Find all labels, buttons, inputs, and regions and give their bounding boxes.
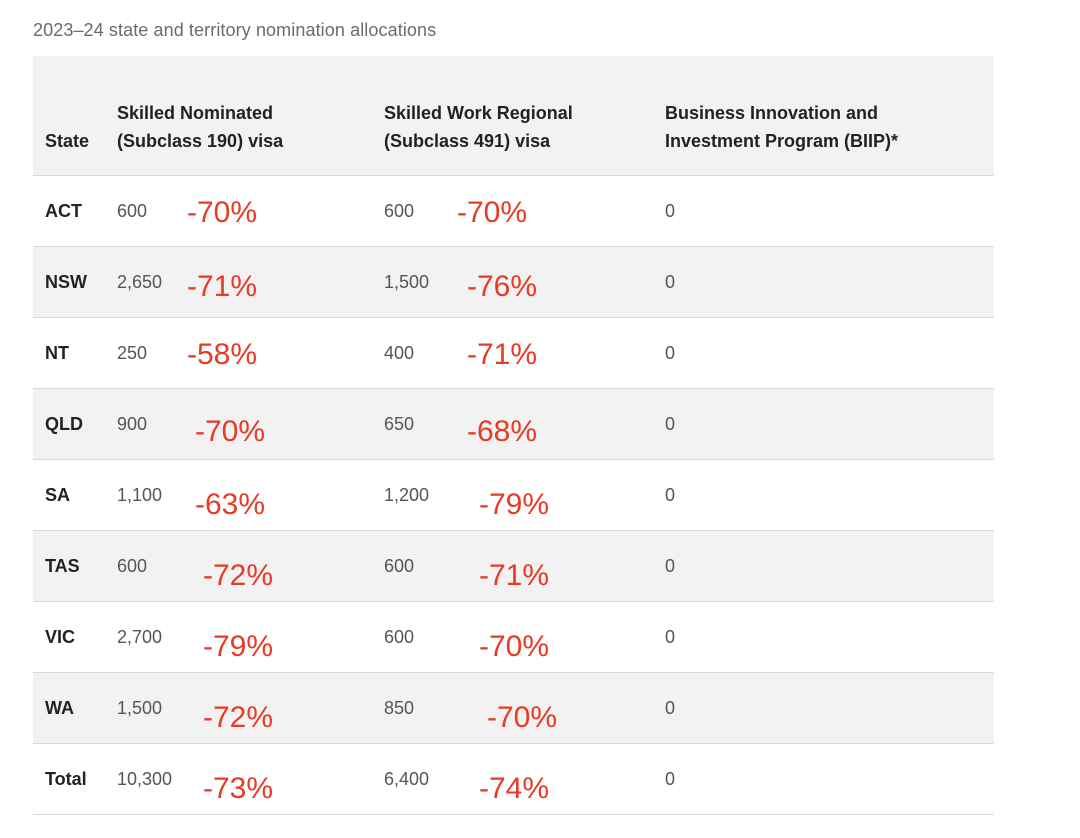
table-row: WA 1,500 -72% 850 -70% 0 xyxy=(33,673,994,744)
state-cell: WA xyxy=(45,698,74,718)
allocations-table: State Skilled Nominated (Subclass 190) v… xyxy=(33,56,994,815)
table-caption: 2023–24 state and territory nomination a… xyxy=(33,20,437,40)
subclass-190-change: -72% xyxy=(203,559,274,592)
subclass-491-change: -70% xyxy=(457,196,528,229)
header-biip-line2: Investment Program (BIIP)* xyxy=(665,131,899,151)
subclass-190-cell: 10,300 xyxy=(117,769,173,789)
subclass-190-cell: 900 xyxy=(117,414,148,434)
subclass-491-cell: 1,200 xyxy=(384,485,430,505)
subclass-491-change: -79% xyxy=(479,488,550,521)
subclass-491-change: -70% xyxy=(479,630,550,663)
header-subclass-491-line2: (Subclass 491) visa xyxy=(384,131,551,151)
subclass-190-change: -71% xyxy=(187,270,258,303)
subclass-190-cell: 600 xyxy=(117,201,148,221)
table-row: NT 250 -58% 400 -71% 0 xyxy=(33,318,994,389)
table-row: ACT 600 -70% 600 -70% 0 xyxy=(33,176,994,247)
subclass-190-change: -70% xyxy=(195,415,266,448)
biip-cell: 0 xyxy=(665,272,676,292)
subclass-190-change: -72% xyxy=(203,701,274,734)
table-row: SA 1,100 -63% 1,200 -79% 0 xyxy=(33,460,994,531)
subclass-491-change: -71% xyxy=(467,338,538,371)
header-subclass-491: Skilled Work Regional (Subclass 491) vis… xyxy=(384,99,573,155)
subclass-190-cell: 250 xyxy=(117,343,148,363)
biip-cell: 0 xyxy=(665,769,676,789)
subclass-190-change: -63% xyxy=(195,488,266,521)
subclass-190-change: -70% xyxy=(187,196,258,229)
header-state: State xyxy=(45,131,90,151)
subclass-491-cell: 650 xyxy=(384,414,415,434)
subclass-491-change: -76% xyxy=(467,270,538,303)
header-subclass-190-line2: (Subclass 190) visa xyxy=(117,131,284,151)
table-row-total: Total 10,300 -73% 6,400 -74% 0 xyxy=(33,744,994,815)
state-cell: QLD xyxy=(45,414,83,434)
state-cell: TAS xyxy=(45,556,80,576)
subclass-190-cell: 2,650 xyxy=(117,272,163,292)
subclass-190-change: -73% xyxy=(203,772,274,805)
table-row: NSW 2,650 -71% 1,500 -76% 0 xyxy=(33,247,994,318)
subclass-491-cell: 600 xyxy=(384,627,415,647)
subclass-491-cell: 600 xyxy=(384,201,415,221)
header-subclass-190-line1: Skilled Nominated xyxy=(117,103,274,123)
table-row: QLD 900 -70% 650 -68% 0 xyxy=(33,389,994,460)
subclass-491-cell: 850 xyxy=(384,698,415,718)
subclass-491-change: -68% xyxy=(467,415,538,448)
subclass-491-change: -70% xyxy=(487,701,558,734)
subclass-190-cell: 2,700 xyxy=(117,627,163,647)
subclass-491-cell: 600 xyxy=(384,556,415,576)
subclass-190-cell: 600 xyxy=(117,556,148,576)
biip-cell: 0 xyxy=(665,556,676,576)
state-cell: VIC xyxy=(45,627,76,647)
subclass-190-change: -79% xyxy=(203,630,274,663)
subclass-190-change: -58% xyxy=(187,338,258,371)
subclass-491-cell: 400 xyxy=(384,343,415,363)
header-biip: Business Innovation and Investment Progr… xyxy=(665,99,898,155)
state-cell: NSW xyxy=(45,272,87,292)
subclass-190-cell: 1,500 xyxy=(117,698,163,718)
subclass-190-cell: 1,100 xyxy=(117,485,163,505)
biip-cell: 0 xyxy=(665,414,676,434)
header-biip-line1: Business Innovation and xyxy=(665,103,879,123)
biip-cell: 0 xyxy=(665,485,676,505)
biip-cell: 0 xyxy=(665,201,676,221)
biip-cell: 0 xyxy=(665,627,676,647)
state-cell: SA xyxy=(45,485,71,505)
subclass-491-cell: 6,400 xyxy=(384,769,430,789)
biip-cell: 0 xyxy=(665,698,676,718)
state-cell: Total xyxy=(45,769,87,789)
header-subclass-491-line1: Skilled Work Regional xyxy=(384,103,573,123)
state-cell: ACT xyxy=(45,201,82,221)
subclass-491-cell: 1,500 xyxy=(384,272,430,292)
biip-cell: 0 xyxy=(665,343,676,363)
subclass-491-change: -74% xyxy=(479,772,550,805)
table-header-row: State Skilled Nominated (Subclass 190) v… xyxy=(33,56,994,176)
state-cell: NT xyxy=(45,343,69,363)
table-row: VIC 2,700 -79% 600 -70% 0 xyxy=(33,602,994,673)
table-row: TAS 600 -72% 600 -71% 0 xyxy=(33,531,994,602)
subclass-491-change: -71% xyxy=(479,559,550,592)
header-subclass-190: Skilled Nominated (Subclass 190) visa xyxy=(117,99,283,155)
